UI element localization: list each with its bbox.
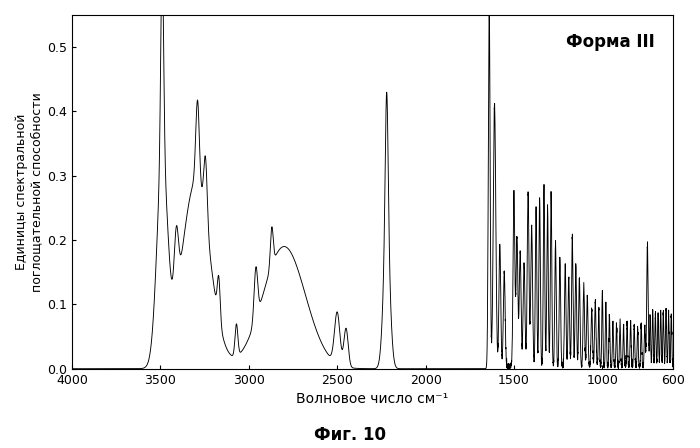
Text: Фиг. 10: Фиг. 10 <box>314 426 386 444</box>
Text: Форма III: Форма III <box>566 33 655 51</box>
Y-axis label: Единицы спектральной
поглощательной способности: Единицы спектральной поглощательной спос… <box>15 92 43 292</box>
X-axis label: Волновое число см⁻¹: Волновое число см⁻¹ <box>296 392 449 406</box>
